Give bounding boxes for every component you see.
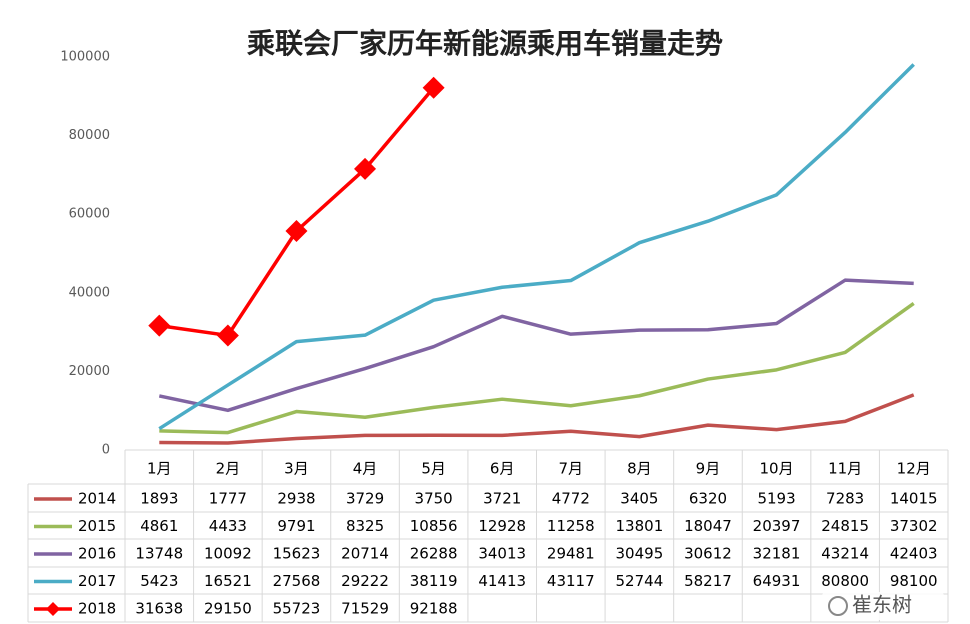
series-line xyxy=(158,278,914,413)
table-cell: 41413 xyxy=(478,572,526,590)
legend-label: 2017 xyxy=(78,572,116,590)
table-cell: 4433 xyxy=(209,517,247,535)
legend-label: 2018 xyxy=(78,600,116,618)
x-tick-label: 12月 xyxy=(897,460,931,478)
table-cell: 43214 xyxy=(821,545,869,563)
table-cell: 7283 xyxy=(826,490,864,508)
table-cell: 58217 xyxy=(684,572,732,590)
table-cell: 3750 xyxy=(415,490,453,508)
table-cell: 37302 xyxy=(890,517,938,535)
series-line xyxy=(158,63,915,431)
table-cell: 20714 xyxy=(341,545,389,563)
table-cell: 5193 xyxy=(757,490,795,508)
table-cell: 98100 xyxy=(890,572,938,590)
y-tick-label: 80000 xyxy=(69,128,110,143)
chart-title: 乘联会厂家历年新能源乘用车销量走势 xyxy=(247,27,723,60)
table-cell: 29481 xyxy=(547,545,595,563)
watermark-icon xyxy=(828,596,848,616)
table-cell: 13801 xyxy=(616,517,664,535)
y-tick-label: 40000 xyxy=(69,285,110,300)
legend-label: 2014 xyxy=(78,490,116,508)
table-cell: 8325 xyxy=(346,517,384,535)
table-cell: 14015 xyxy=(890,490,938,508)
marker xyxy=(216,324,239,347)
table-cell: 3729 xyxy=(346,490,384,508)
table-cell: 24815 xyxy=(821,517,869,535)
y-tick-label: 60000 xyxy=(69,207,110,222)
x-tick-label: 5月 xyxy=(421,460,446,478)
table-cell: 11258 xyxy=(547,517,595,535)
table-cell: 10092 xyxy=(204,545,252,563)
table-cell: 32181 xyxy=(753,545,801,563)
y-tick-label: 0 xyxy=(102,443,110,458)
table-cell: 2938 xyxy=(277,490,315,508)
legend-label: 2015 xyxy=(78,517,116,535)
marker xyxy=(148,314,171,337)
x-tick-label: 7月 xyxy=(559,460,584,478)
table-cell: 43117 xyxy=(547,572,595,590)
table-cell: 1893 xyxy=(140,490,178,508)
table-cell: 52744 xyxy=(616,572,664,590)
series-line xyxy=(159,301,915,435)
x-tick-label: 3月 xyxy=(284,460,309,478)
table-cell: 16521 xyxy=(204,572,252,590)
series-line xyxy=(159,393,915,445)
table-cell: 92188 xyxy=(410,600,458,618)
y-tick-label: 20000 xyxy=(69,364,110,379)
table-cell: 12928 xyxy=(478,517,526,535)
watermark-bg xyxy=(822,592,944,620)
table-cell: 64931 xyxy=(753,572,801,590)
table-cell: 13748 xyxy=(135,545,183,563)
table-cell: 27568 xyxy=(273,572,321,590)
table-cell: 29150 xyxy=(204,600,252,618)
watermark: 崔东树 xyxy=(852,593,912,617)
table-cell: 5423 xyxy=(140,572,178,590)
table-cell: 34013 xyxy=(478,545,526,563)
x-tick-label: 10月 xyxy=(759,460,793,478)
y-tick-label: 100000 xyxy=(60,50,110,65)
x-tick-label: 11月 xyxy=(828,460,862,478)
table-cell: 80800 xyxy=(821,572,869,590)
legend-label: 2016 xyxy=(78,545,116,563)
table-cell: 30495 xyxy=(616,545,664,563)
table-cell: 4772 xyxy=(552,490,590,508)
x-tick-label: 9月 xyxy=(696,460,721,478)
table-cell: 26288 xyxy=(410,545,458,563)
table-cell: 71529 xyxy=(341,600,389,618)
table-cell: 1777 xyxy=(209,490,247,508)
legend-marker xyxy=(46,602,60,616)
x-tick-label: 6月 xyxy=(490,460,515,478)
table-cell: 9791 xyxy=(277,517,315,535)
table-cell: 42403 xyxy=(890,545,938,563)
table-cell: 30612 xyxy=(684,545,732,563)
table-cell: 3721 xyxy=(483,490,521,508)
marker xyxy=(354,157,377,180)
table-cell: 31638 xyxy=(135,600,183,618)
table-cell: 29222 xyxy=(341,572,389,590)
table-cell: 15623 xyxy=(273,545,321,563)
table-cell: 4861 xyxy=(140,517,178,535)
table-cell: 38119 xyxy=(410,572,458,590)
table-cell: 18047 xyxy=(684,517,732,535)
x-tick-label: 4月 xyxy=(353,460,378,478)
marker xyxy=(422,76,445,99)
x-tick-label: 1月 xyxy=(147,460,172,478)
marker xyxy=(285,220,308,243)
x-tick-label: 8月 xyxy=(627,460,652,478)
table-cell: 55723 xyxy=(273,600,321,618)
table-cell: 10856 xyxy=(410,517,458,535)
table-cell: 20397 xyxy=(753,517,801,535)
table-cell: 3405 xyxy=(620,490,658,508)
table-cell: 6320 xyxy=(689,490,727,508)
x-tick-label: 2月 xyxy=(216,460,241,478)
